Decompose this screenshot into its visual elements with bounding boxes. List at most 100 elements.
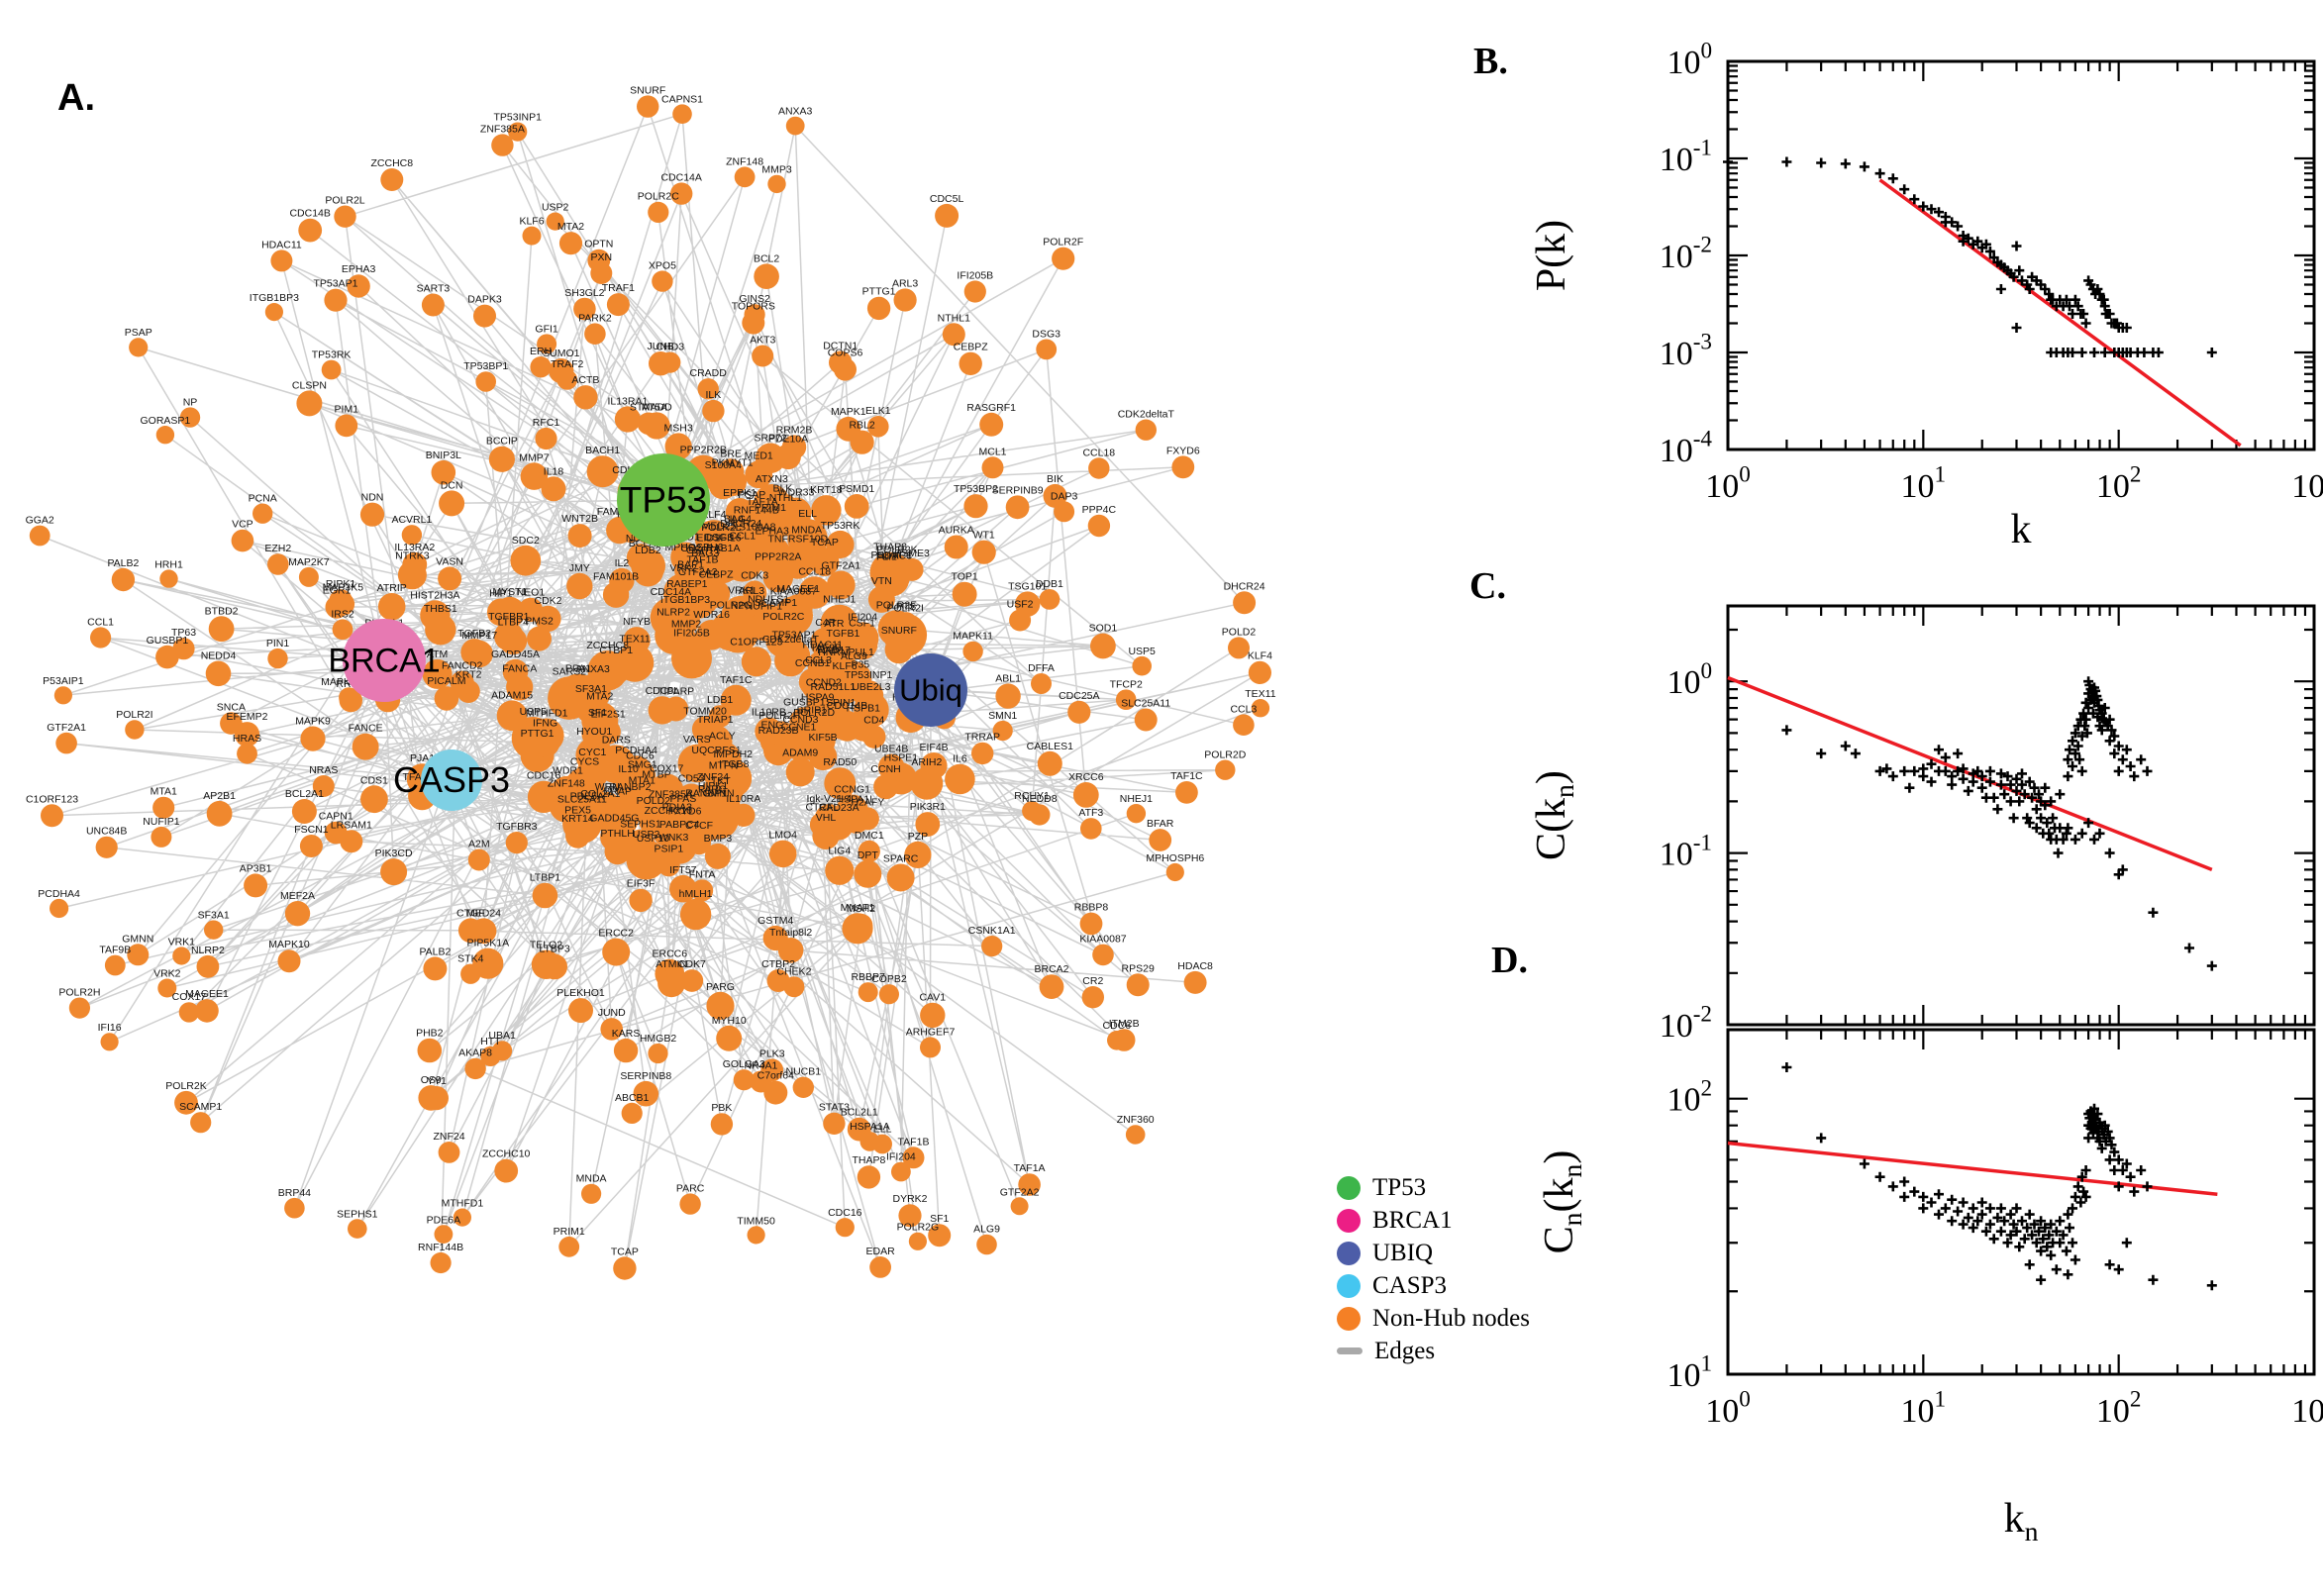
network-node[interactable] [1134,708,1158,732]
network-node[interactable] [704,843,731,869]
network-node[interactable] [1039,589,1060,610]
network-node[interactable] [806,687,842,723]
network-node[interactable] [325,595,349,619]
network-node[interactable] [535,427,557,450]
network-node[interactable] [894,612,918,635]
network-node[interactable] [959,351,982,375]
network-node[interactable] [695,543,721,567]
network-node[interactable] [902,1147,925,1169]
network-node[interactable] [537,334,557,354]
network-node[interactable] [340,830,363,853]
network-node[interactable] [494,1158,519,1183]
network-node[interactable] [920,1002,946,1029]
network-node[interactable] [629,888,653,913]
network-node[interactable] [971,742,994,765]
network-node[interactable] [697,378,719,400]
network-node[interactable] [535,605,561,633]
network-node[interactable] [335,414,358,438]
network-node[interactable] [508,122,528,142]
network-node[interactable] [1088,457,1110,479]
network-node[interactable] [417,1038,443,1063]
network-node[interactable] [718,458,745,485]
network-node[interactable] [422,658,453,689]
network-node[interactable] [893,288,917,312]
network-node[interactable] [291,799,317,824]
network-node[interactable] [558,1236,580,1257]
network-node[interactable] [100,1033,119,1051]
network-node[interactable] [873,774,899,800]
network-node[interactable] [836,416,861,442]
network-node[interactable] [615,792,646,822]
network-node[interactable] [755,443,786,474]
network-node[interactable] [1126,973,1150,997]
network-node[interactable] [593,791,621,819]
network-node[interactable] [661,812,693,844]
network-node[interactable] [125,720,145,740]
network-node[interactable] [908,1232,928,1250]
network-node[interactable] [68,997,90,1019]
network-node[interactable] [284,1197,305,1219]
network-node[interactable] [1132,655,1152,676]
network-node[interactable] [676,783,706,813]
network-node[interactable] [981,456,1004,479]
network-node[interactable] [377,593,406,621]
network-node[interactable] [669,874,697,903]
network-node[interactable] [541,476,566,502]
network-node[interactable] [595,719,621,745]
network-node[interactable] [898,1204,922,1228]
network-node[interactable] [339,687,359,708]
network-node[interactable] [380,168,404,191]
network-node[interactable] [869,1256,891,1278]
network-node[interactable] [716,1025,743,1051]
network-node[interactable] [573,297,596,321]
network-node[interactable] [566,572,593,600]
network-node[interactable] [920,752,948,779]
network-node[interactable] [744,304,765,326]
network-node[interactable] [600,1018,623,1041]
network-node[interactable] [206,800,233,827]
network-node[interactable] [438,566,462,591]
network-node[interactable] [777,938,804,963]
network-node[interactable] [549,358,574,384]
network-node[interactable] [648,201,669,223]
network-node[interactable] [856,807,879,831]
network-node[interactable] [151,826,172,848]
network-node[interactable] [299,835,323,857]
network-node[interactable] [733,1069,755,1091]
network-node[interactable] [1052,247,1075,270]
network-node[interactable] [942,323,965,347]
network-node[interactable] [732,803,756,828]
network-node[interactable] [237,743,257,764]
network-node[interactable] [1135,419,1158,441]
network-node[interactable] [348,1219,367,1239]
network-node[interactable] [152,796,175,819]
network-node[interactable] [332,619,354,641]
network-node[interactable] [632,555,664,587]
network-node[interactable] [252,503,273,524]
network-node[interactable] [190,1112,212,1134]
network-node[interactable] [1233,714,1255,736]
network-node[interactable] [971,540,996,564]
network-node[interactable] [792,1076,814,1099]
network-node[interactable] [754,263,779,290]
network-node[interactable] [129,338,149,357]
network-node[interactable] [1215,759,1236,780]
network-node[interactable] [475,371,497,392]
network-node[interactable] [502,658,529,685]
network-node[interactable] [734,166,756,188]
network-node[interactable] [810,627,842,658]
network-node[interactable] [457,918,483,944]
network-node[interactable] [300,726,326,751]
network-node[interactable] [1107,1031,1127,1050]
hub-node-tp53[interactable] [617,453,710,547]
network-node[interactable] [1228,637,1250,659]
network-node[interactable] [491,134,514,156]
network-node[interactable] [979,412,1004,437]
network-node[interactable] [434,1225,454,1244]
network-node[interactable] [548,775,587,815]
network-node[interactable] [755,717,783,746]
network-node[interactable] [723,524,750,550]
network-node[interactable] [425,614,456,646]
network-node[interactable] [178,1002,200,1023]
network-node[interactable] [421,293,445,317]
